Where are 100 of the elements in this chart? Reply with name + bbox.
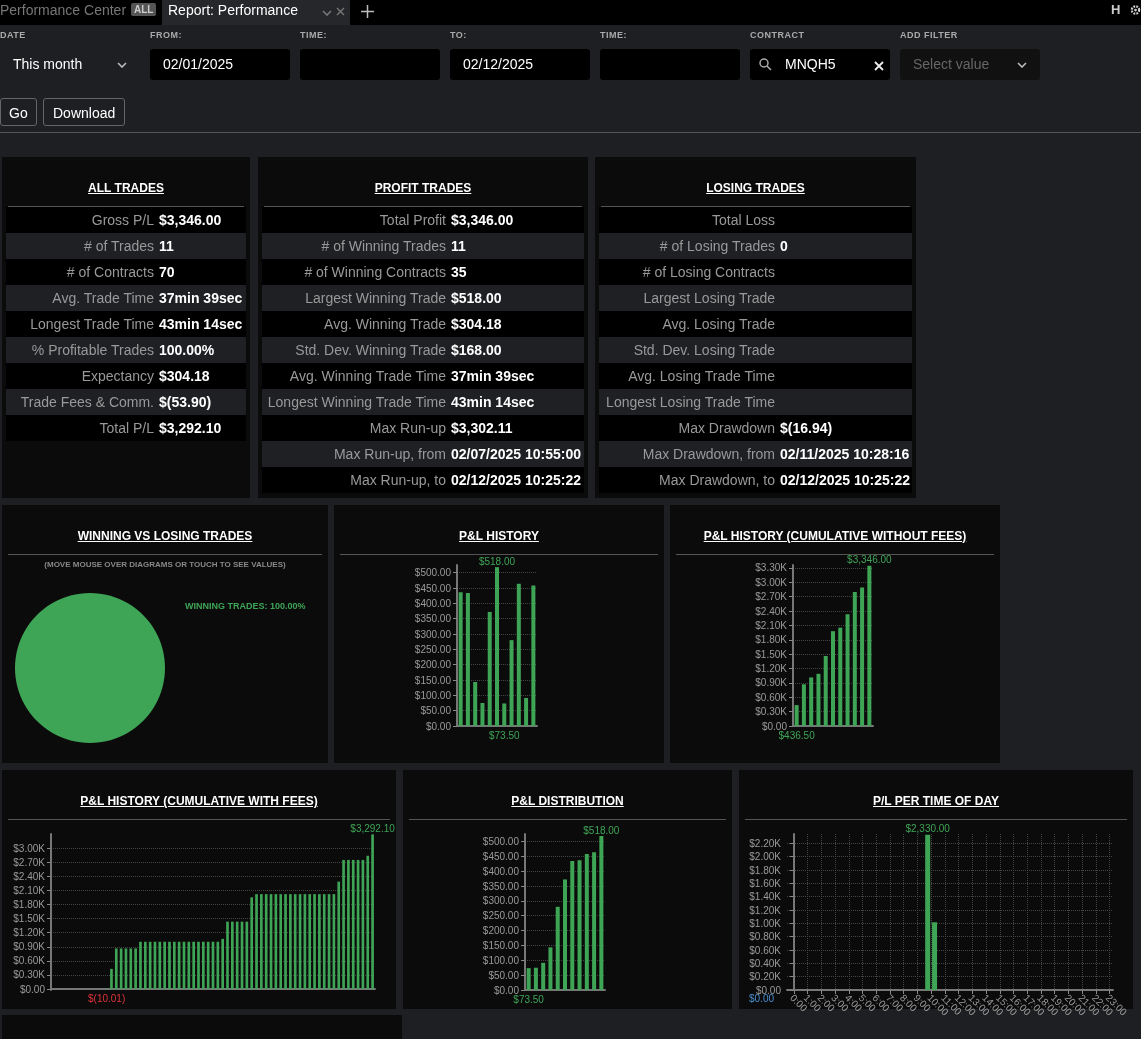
text: FROM:	[150, 30, 182, 40]
category-label: Largest Losing Trade	[643, 290, 775, 306]
text: 37min 39sec	[451, 368, 535, 384]
bar	[516, 583, 521, 726]
bar	[143, 941, 147, 990]
text: $518.00	[451, 290, 502, 306]
y-tick-label: $1.80K	[749, 864, 782, 876]
y-tick-label: $400.00	[482, 865, 520, 877]
y-tick-label: $1.20K	[13, 927, 46, 939]
chart-title: P&L HISTORY (CUMULATIVE WITH FEES)	[79, 794, 319, 808]
category-label: Max Drawdown, to	[659, 472, 775, 488]
bar	[221, 938, 224, 990]
data-label: $73.50	[513, 993, 545, 1005]
text: 43min 14sec	[159, 316, 243, 332]
bar	[293, 894, 297, 990]
bar	[502, 703, 507, 726]
text: $3,292.10	[159, 420, 222, 436]
text: 11	[451, 238, 466, 254]
category-label: Std. Dev. Winning Trade	[295, 342, 446, 358]
y-tick-label: $50.00	[488, 969, 520, 981]
text: ADD FILTER	[900, 30, 958, 40]
y-tick-label: $0.60K	[13, 955, 46, 967]
text: MNQH5	[785, 56, 836, 72]
y-tick-label: $3.00K	[755, 576, 788, 588]
text: $304.18	[451, 316, 502, 332]
category-label: Trade Fees & Comm.	[20, 394, 154, 410]
bar	[480, 703, 485, 726]
text: 37min 39sec	[159, 290, 243, 306]
data-label: $3,292.10	[350, 822, 396, 834]
y-tick-label: $0.40K	[749, 957, 782, 969]
y-tick-label: $300.00	[414, 628, 452, 640]
y-tick-label: $200.00	[482, 925, 520, 937]
bar	[172, 941, 176, 990]
text: Download	[43, 98, 126, 126]
y-tick-label: $150.00	[414, 674, 452, 686]
text: $3,346.00	[159, 212, 222, 228]
text: CONTRACT	[750, 30, 805, 40]
bar	[308, 894, 312, 990]
category-label: Gross P/L	[91, 212, 154, 228]
y-tick-label: $3.30K	[755, 562, 788, 574]
bar	[541, 962, 546, 990]
y-tick-label: $1.20K	[755, 663, 788, 674]
y-tick-label: $100.00	[482, 954, 520, 966]
y-tick-label: $1.60K	[749, 877, 782, 889]
bar	[351, 859, 355, 990]
text: $(16.94)	[780, 420, 833, 436]
category-label: # of Winning Trades	[321, 238, 446, 254]
bar	[187, 941, 191, 990]
text: Select value	[913, 56, 990, 72]
y-tick-label: $400.00	[414, 597, 452, 609]
text: $168.00	[451, 342, 502, 358]
category-label: # of Trades	[83, 238, 154, 254]
data-label: $518.00	[583, 824, 620, 836]
bar	[114, 948, 118, 990]
y-tick-label: $0.00	[19, 983, 46, 995]
bar	[366, 855, 370, 990]
bar	[202, 941, 205, 990]
bar	[838, 627, 843, 726]
text: TO:	[450, 30, 467, 40]
y-tick-label: $0.60K	[749, 944, 782, 956]
text: Report: Performance	[168, 2, 298, 18]
text: 02/12/2025	[463, 56, 534, 72]
text: LOSING TRADES	[705, 181, 806, 195]
bar	[279, 894, 283, 990]
bar	[322, 894, 326, 990]
y-tick-label: $2.70K	[13, 856, 46, 868]
bar	[533, 967, 538, 990]
y-tick-label: $250.00	[414, 643, 452, 655]
bar	[318, 894, 321, 990]
text: 02/01/2025	[163, 56, 234, 72]
text: $304.18	[159, 368, 210, 384]
y-tick-label: $0.20K	[749, 971, 782, 983]
y-tick-label: $1.50K	[755, 648, 788, 660]
text: 02/12/2025 10:25:22	[451, 472, 581, 488]
category-label: Avg. Trade Time	[52, 290, 154, 306]
bar	[337, 881, 341, 990]
y-tick-label: $350.00	[482, 880, 520, 892]
chart-title: P&L HISTORY	[458, 529, 540, 543]
y-tick-label: $1.80K	[755, 634, 788, 646]
text: H	[1111, 2, 1121, 17]
y-tick-label: $2.00K	[749, 851, 782, 863]
bar	[548, 947, 553, 990]
text: Performance Center	[0, 2, 127, 18]
y-tick-label: $350.00	[414, 613, 452, 625]
y-tick-label: $250.00	[482, 910, 520, 922]
bar	[134, 948, 137, 990]
data-label: $436.50	[778, 729, 816, 741]
y-tick-label: $500.00	[414, 567, 452, 579]
bar	[801, 684, 806, 726]
bar	[555, 906, 560, 990]
bar	[816, 673, 821, 726]
y-tick-label: $0.30K	[755, 706, 788, 718]
bar	[794, 705, 799, 726]
bar	[235, 921, 239, 990]
bar	[577, 860, 582, 990]
y-tick-label: $2.40K	[13, 870, 46, 882]
category-label: Avg. Winning Trade	[324, 316, 446, 332]
bar	[284, 894, 287, 990]
category-label: Expectancy	[81, 368, 154, 384]
data-label: $(10.01)	[87, 993, 126, 1005]
